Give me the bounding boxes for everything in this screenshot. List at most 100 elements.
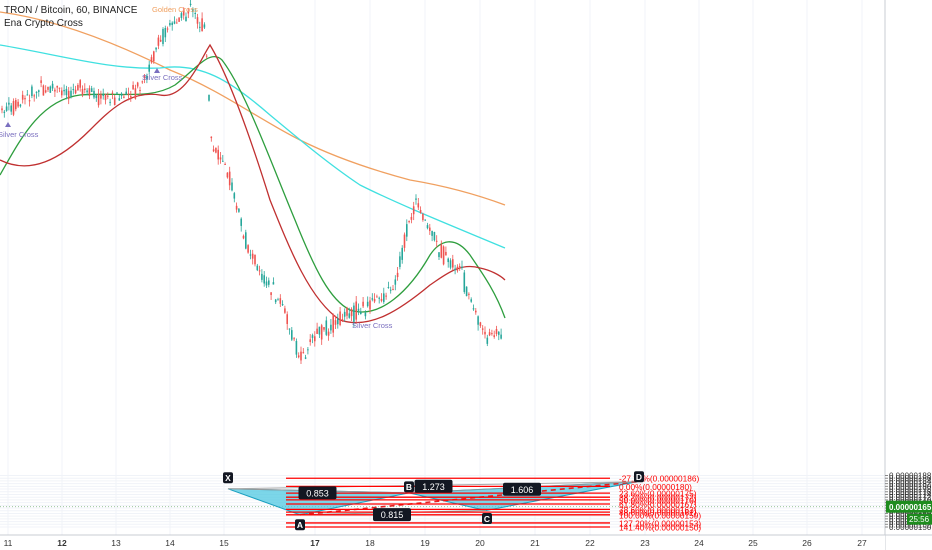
candle-body (360, 312, 362, 314)
candle-body (194, 13, 196, 15)
fib-label: 38.20%(0.00000172) (619, 493, 697, 503)
candle-body (281, 304, 284, 306)
time-tick-label: 15 (219, 538, 229, 548)
point-x-box (223, 472, 233, 484)
candle-body (415, 198, 417, 200)
time-tick-label: 13 (111, 538, 121, 548)
time-tick-label: 11 (4, 538, 13, 548)
candle-body (472, 308, 475, 310)
candle-body (256, 265, 259, 271)
cross-annotation: Silver Cross (142, 73, 183, 82)
candle-body (456, 266, 459, 271)
candle-body (288, 328, 291, 330)
candle-body (337, 318, 339, 325)
candle-body (146, 75, 148, 79)
moving-average-line (0, 55, 506, 319)
time-tick-label: 24 (694, 538, 704, 548)
candle-body (35, 91, 38, 93)
candle-body (270, 292, 272, 295)
time-tick-label: 22 (585, 538, 595, 548)
candle-body (449, 260, 452, 268)
candle-body (127, 93, 130, 96)
time-tick-label: 19 (420, 538, 430, 548)
candle-body (235, 205, 238, 210)
candle-body (97, 93, 100, 106)
candle-body (240, 218, 242, 226)
candle-body (325, 320, 328, 335)
candle-body (479, 322, 482, 326)
candle-body (263, 275, 265, 284)
candle-body (95, 95, 98, 99)
candle-body (233, 193, 236, 199)
candle-body (24, 98, 26, 100)
time-tick-label: 25 (748, 538, 758, 548)
pattern-points: X A B C D (223, 471, 644, 531)
time-axis[interactable]: 11 12 13 14 15 17 18 19 20 21 22 23 24 25 26 27 (0, 534, 932, 550)
candle-body (254, 254, 256, 265)
candle-body (242, 235, 245, 239)
time-axis-bg (0, 535, 885, 550)
candle-body (286, 314, 288, 324)
candle-body (93, 90, 95, 98)
candle-body (268, 280, 270, 285)
candle-body (297, 355, 300, 358)
candle-body (19, 104, 22, 107)
candle-body (330, 324, 332, 331)
candle-body (42, 85, 45, 96)
candle-body (199, 26, 201, 28)
candle-body (182, 11, 185, 16)
candle-body (314, 336, 316, 342)
price-tick-label: 0.00000184 (889, 477, 932, 486)
candle-body (113, 97, 116, 106)
candle-body (217, 149, 219, 160)
candle-body (261, 273, 263, 280)
candle-body (219, 157, 222, 160)
price-axis[interactable]: 0.000001880.000001860.000001840.00000182… (884, 0, 932, 550)
candle-body (495, 329, 498, 335)
price-tick-label: 0.00000188 (889, 472, 932, 481)
candle-body (498, 331, 500, 335)
candle-body (272, 282, 275, 285)
candle-body (134, 88, 137, 99)
candle-body (422, 213, 424, 221)
fib-label: 61.80%(0.00000167) (619, 499, 697, 509)
candle-body (143, 75, 146, 79)
candle-body (28, 100, 31, 102)
candle-body (210, 136, 213, 139)
candle-body (265, 281, 268, 286)
countdown-tag (907, 513, 932, 525)
candle-body (399, 256, 401, 267)
candle-body (284, 308, 286, 313)
candle-body (136, 82, 139, 87)
candle-body (323, 327, 325, 330)
candle-body (12, 101, 15, 115)
candle-body (447, 258, 449, 263)
candle-body (373, 299, 376, 302)
candle-body (231, 182, 233, 191)
fib-label: 127.20%(0.00000153) (619, 518, 701, 528)
ratio-xad: 1.273 (422, 482, 445, 492)
candle-body (215, 147, 217, 153)
candle-body (380, 298, 383, 301)
time-tick-label: 27 (857, 538, 867, 548)
price-tick-label: 0.00000186 (889, 474, 932, 483)
candle-body (396, 272, 399, 278)
candle-body (157, 37, 160, 46)
price-axis-bg (885, 0, 932, 550)
point-a-label: A (297, 520, 303, 530)
candle-body (164, 28, 167, 38)
pattern-ratios: 0.853 0.815 1.606 1.273 (298, 479, 541, 522)
ratio-abc: 0.815 (381, 510, 404, 520)
candle-body (70, 90, 72, 97)
point-b-box (404, 481, 414, 493)
candle-body (392, 288, 394, 291)
current-price-label: 0.00000165 (889, 503, 932, 512)
price-tick-label: 0.00000182 (889, 480, 932, 489)
candle-body (88, 88, 91, 96)
candle-body (107, 95, 109, 97)
candle-body (90, 88, 93, 92)
price-tick-label: 0.00000172 (889, 493, 932, 502)
cross-annotations: Golden Cross Silver Cross Silver Cross Silv… (0, 5, 393, 330)
candle-body (111, 92, 114, 94)
